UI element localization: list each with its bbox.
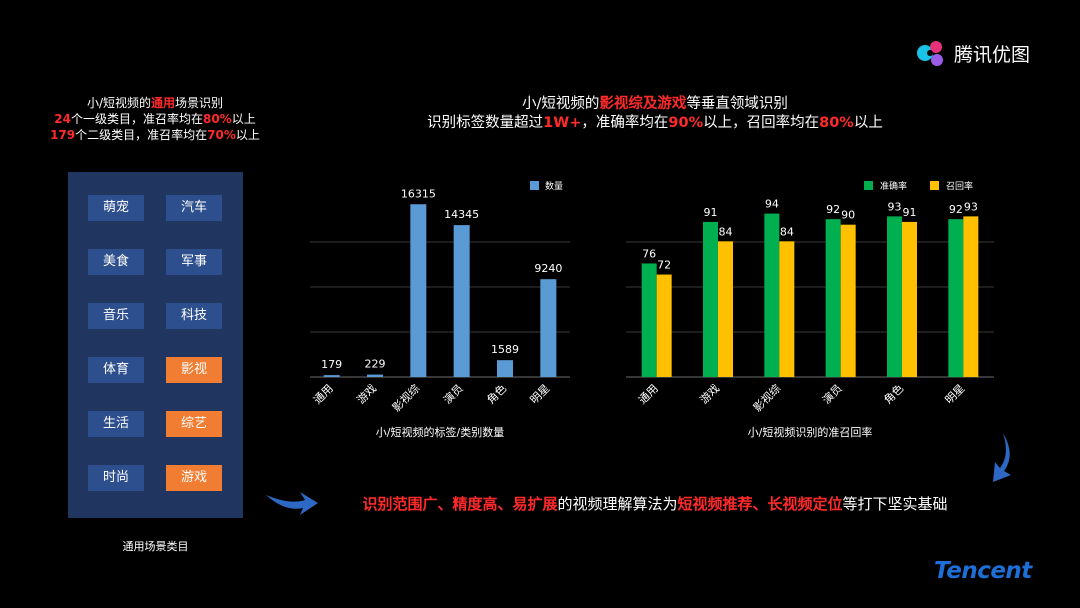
tick-label: 演员	[819, 381, 844, 406]
category-panel: 萌宠 汽车美食 军事音乐 科技体育 影视生活 综艺时尚 游戏	[68, 172, 243, 518]
bar	[367, 374, 383, 377]
tick-label: 游戏	[697, 382, 722, 407]
category-item[interactable]: 美食	[88, 249, 144, 275]
data-label: 93	[888, 200, 902, 213]
data-label: 93	[964, 200, 978, 213]
category-item[interactable]: 游戏	[166, 465, 222, 491]
left-title-line2: 24个一级类目，准召率均在80%以上	[54, 112, 256, 126]
left-title-line1: 小/短视频的通用场景识别	[86, 96, 224, 110]
bar	[641, 263, 657, 377]
bar	[453, 225, 470, 377]
data-label: 1589	[491, 343, 519, 356]
bar	[963, 216, 979, 377]
legend-label: 数量	[545, 180, 563, 192]
bar	[323, 375, 340, 377]
data-label: 229	[365, 358, 386, 371]
bar	[703, 221, 718, 377]
data-label: 84	[780, 225, 794, 238]
tick-label: 明星	[528, 382, 553, 407]
legend-swatch	[530, 181, 539, 190]
brand-logo: 腾讯优图	[916, 38, 1030, 68]
right-arrow-icon	[266, 492, 318, 515]
youtu-logo-icon	[917, 41, 943, 66]
left-title-block: 小/短视频的通用场景识别 24个一级类目，准召率均在80%以上 179个二级类目…	[20, 95, 290, 143]
category-item[interactable]: 军事	[166, 249, 222, 275]
data-label: 84	[719, 225, 733, 238]
down-arrow-icon	[993, 433, 1011, 482]
bar	[840, 224, 856, 377]
category-item[interactable]: 影视	[166, 357, 222, 383]
data-label: 94	[765, 198, 779, 211]
data-label: 179	[321, 358, 342, 371]
data-label: 76	[642, 247, 656, 260]
category-item[interactable]: 汽车	[166, 195, 222, 221]
legend-label: 召回率	[946, 180, 973, 192]
tick-label: 影视综	[389, 381, 422, 414]
category-item[interactable]: 综艺	[166, 411, 222, 437]
bar	[497, 360, 513, 377]
legend-swatch	[864, 181, 873, 190]
data-label: 92	[826, 203, 840, 216]
main-title-block: 小/短视频的影视综及游戏等垂直领域识别 识别标签数量超过1W+，准确率均在90%…	[330, 95, 980, 133]
bar	[410, 204, 427, 377]
data-label: 14345	[444, 208, 479, 221]
category-item[interactable]: 体育	[88, 357, 144, 383]
bar	[825, 219, 841, 377]
tick-label: 通用	[311, 382, 336, 407]
main-title-line1: 小/短视频的影视综及游戏等垂直领域识别	[522, 96, 788, 112]
data-label: 91	[903, 206, 917, 219]
bottom-statement: 识别范围广、精度高、易扩展的视频理解算法为短视频推荐、长视频定位等打下坚实基础	[362, 495, 948, 513]
bar	[779, 241, 795, 377]
chart-title: 小/短视频的标签/类别数量	[376, 425, 504, 439]
category-panel-caption: 通用场景类目	[122, 540, 189, 553]
data-label: 9240	[534, 262, 562, 275]
tick-label: 角色	[881, 381, 906, 406]
legend-swatch	[930, 181, 939, 190]
data-label: 92	[949, 203, 963, 216]
bar	[764, 213, 780, 377]
data-label: 72	[657, 259, 671, 272]
tick-label: 明星	[943, 382, 968, 407]
bar	[902, 221, 917, 377]
tencent-logo: Tencent	[934, 558, 1032, 584]
category-item[interactable]: 音乐	[88, 303, 144, 329]
bar	[887, 216, 902, 377]
data-label: 90	[841, 209, 855, 222]
left-title-line3: 179个二级类目，准召率均在70%以上	[50, 128, 260, 142]
chart-title: 小/短视频识别的准召回率	[748, 425, 873, 439]
tick-label: 通用	[636, 382, 661, 407]
brand-name: 腾讯优图	[954, 43, 1031, 66]
bar	[656, 274, 672, 377]
main-title-line2: 识别标签数量超过1W+，准确率均在90%以上，召回率均在80%以上	[427, 115, 883, 131]
bar	[948, 219, 964, 377]
legend-label: 准确率	[880, 180, 907, 192]
tick-label: 游戏	[354, 382, 379, 407]
category-item[interactable]: 生活	[88, 411, 144, 437]
tick-label: 演员	[440, 381, 465, 406]
category-item[interactable]: 时尚	[88, 465, 144, 491]
category-item[interactable]: 科技	[166, 303, 222, 329]
data-label: 16315	[401, 187, 436, 200]
tick-label: 影视综	[750, 381, 783, 414]
tick-label: 角色	[484, 381, 509, 406]
bar	[540, 279, 557, 377]
category-item[interactable]: 萌宠	[88, 195, 144, 221]
data-label: 91	[704, 206, 718, 219]
bar	[718, 241, 733, 377]
